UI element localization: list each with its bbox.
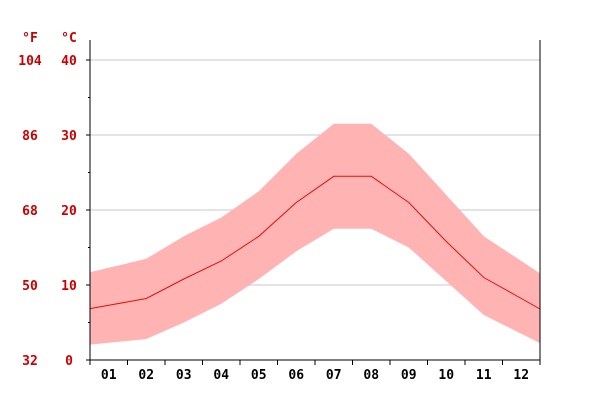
y-tick-label-fahrenheit: 104 xyxy=(18,54,42,69)
x-tick-label: 01 xyxy=(101,368,117,383)
x-tick-label: 04 xyxy=(213,368,229,383)
x-tick-label: 08 xyxy=(363,368,379,383)
y-tick-label-fahrenheit: 68 xyxy=(22,204,38,219)
y-tick-label-celsius: 40 xyxy=(61,54,77,69)
mean-line xyxy=(89,175,541,310)
y-tick-label-celsius: 20 xyxy=(61,204,77,219)
x-tick-label: 03 xyxy=(176,368,192,383)
y-tick-label-fahrenheit: 50 xyxy=(22,279,38,294)
x-tick-label: 05 xyxy=(251,368,267,383)
temperature-range-band xyxy=(90,123,540,345)
axis-labels: 32 50 68 86 104 0 10 20 30 40 01 02 03 04 05 06 07 08 09 10… xyxy=(18,54,529,383)
y-tick-label-celsius: 10 xyxy=(61,279,77,294)
x-tick-label: 06 xyxy=(288,368,304,383)
x-tick-label: 10 xyxy=(438,368,454,383)
celsius-unit-label: °C xyxy=(61,31,77,46)
y-tick-label-fahrenheit: 32 xyxy=(22,354,38,369)
y-tick-label-fahrenheit: 86 xyxy=(22,129,38,144)
axes xyxy=(86,40,541,365)
fahrenheit-unit-label: °F xyxy=(22,31,38,46)
x-tick-label: 12 xyxy=(513,368,529,383)
x-tick-label: 09 xyxy=(401,368,417,383)
mean-temperature-line xyxy=(89,175,541,310)
y-tick-label-celsius: 30 xyxy=(61,129,77,144)
x-tick-label: 02 xyxy=(138,368,154,383)
x-tick-label: 11 xyxy=(476,368,492,383)
y-tick-label-celsius: 0 xyxy=(65,354,73,369)
range-band-area xyxy=(90,123,540,345)
x-tick-label: 07 xyxy=(326,368,342,383)
